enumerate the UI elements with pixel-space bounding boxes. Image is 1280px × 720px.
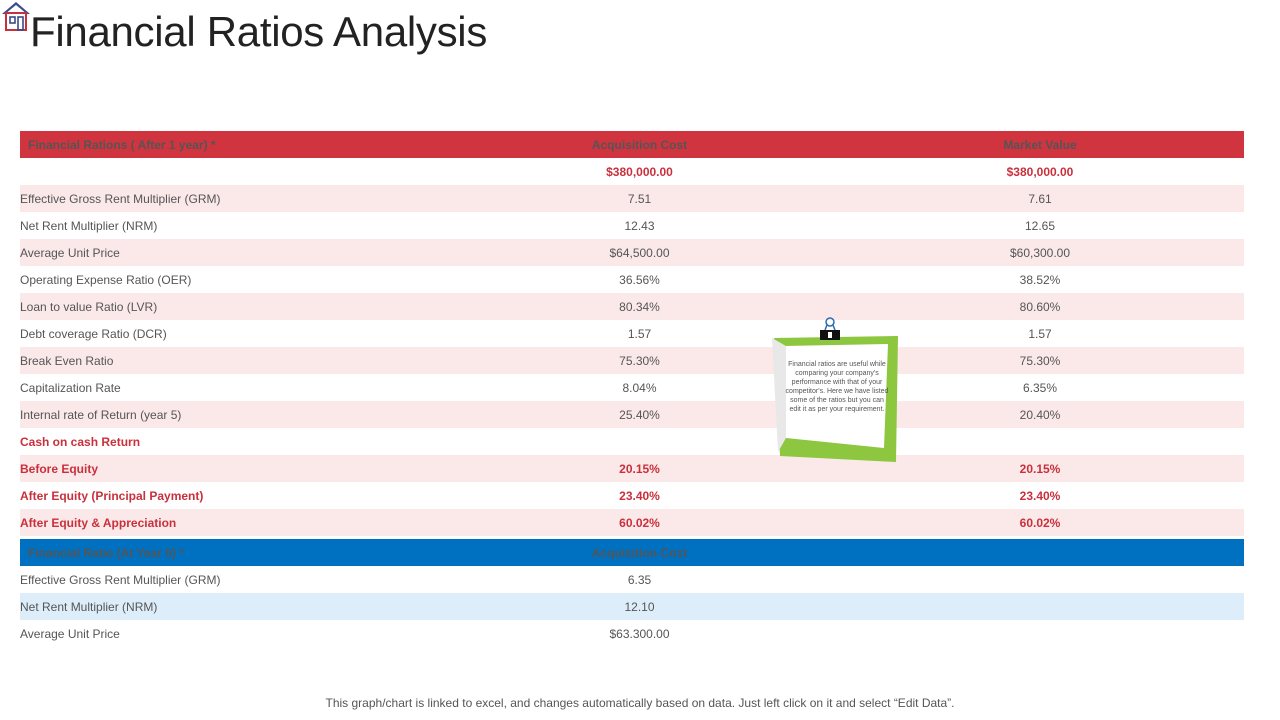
market-value-cell: 75.30% <box>836 347 1244 374</box>
sticky-note-graphic <box>772 317 898 462</box>
acquisition-cost-cell: 7.51 <box>443 185 836 212</box>
row-label: Debt coverage Ratio (DCR) <box>20 320 443 347</box>
acquisition-cost-cell: 75.30% <box>443 347 836 374</box>
header-market-value: Market Value <box>836 131 1244 158</box>
row-label: Effective Gross Rent Multiplier (GRM) <box>20 185 443 212</box>
row-label: Net Rent Multiplier (NRM) <box>20 593 443 620</box>
market-value-cell: 20.40% <box>836 401 1244 428</box>
table-row: Cash on cash Return <box>20 428 1244 455</box>
acquisition-cost-cell: 8.04% <box>443 374 836 401</box>
header-acquisition-cost: Acquisition Cost <box>443 131 836 158</box>
market-value-cell: 20.15% <box>836 455 1244 482</box>
market-value-cell: $380,000.00 <box>836 158 1244 185</box>
market-value-cell: 6.35% <box>836 374 1244 401</box>
acquisition-cost-cell: 20.15% <box>443 455 836 482</box>
house-logo-icon <box>2 2 30 31</box>
binder-clip-icon <box>820 317 840 340</box>
row-label: Average Unit Price <box>20 239 443 266</box>
header-ratio-name: Financial Rations ( After 1 year) * <box>20 131 443 158</box>
market-value-cell: 38.52% <box>836 266 1244 293</box>
row-label: Capitalization Rate <box>20 374 443 401</box>
market-value-cell: 60.02% <box>836 509 1244 536</box>
row-label: Cash on cash Return <box>20 428 443 455</box>
acquisition-cost-cell: 12.43 <box>443 212 836 239</box>
market-value-cell: 80.60% <box>836 293 1244 320</box>
row-label: Net Rent Multiplier (NRM) <box>20 212 443 239</box>
table-row: $380,000.00 $380,000.00 <box>20 158 1244 185</box>
acquisition-cost-cell: 1.57 <box>443 320 836 347</box>
acquisition-cost-cell: 6.35 <box>443 566 836 593</box>
market-value-cell: 1.57 <box>836 320 1244 347</box>
table-row: Average Unit Price $63.300.00 <box>20 620 1244 647</box>
table-row: Before Equity 20.15% 20.15% <box>20 455 1244 482</box>
table-row: Effective Gross Rent Multiplier (GRM) 6.3… <box>20 566 1244 593</box>
acquisition-cost-cell: $63.300.00 <box>443 620 836 647</box>
table-header-row: Financial Rations ( After 1 year) * Acqu… <box>20 131 1244 158</box>
market-value-cell: 12.65 <box>836 212 1244 239</box>
header-ratio-name: Financial Ratio (At Year 0) * <box>20 539 443 566</box>
market-value-cell <box>836 620 1244 647</box>
row-label: Effective Gross Rent Multiplier (GRM) <box>20 566 443 593</box>
row-label: Before Equity <box>20 455 443 482</box>
year-zero-table: Financial Ratio (At Year 0) * Acquisitio… <box>20 539 1244 647</box>
market-value-cell: 7.61 <box>836 185 1244 212</box>
table-row: Break Even Ratio 75.30% 75.30% <box>20 347 1244 374</box>
header-acquisition-cost: Acquisition Cost <box>443 539 836 566</box>
row-label <box>20 158 443 185</box>
acquisition-cost-cell <box>443 428 836 455</box>
market-value-cell <box>836 593 1244 620</box>
table-row: Effective Gross Rent Multiplier (GRM) 7.5… <box>20 185 1244 212</box>
row-label: Break Even Ratio <box>20 347 443 374</box>
row-label: Loan to value Ratio (LVR) <box>20 293 443 320</box>
acquisition-cost-cell: $380,000.00 <box>443 158 836 185</box>
table-row: Net Rent Multiplier (NRM) 12.43 12.65 <box>20 212 1244 239</box>
table-row: Internal rate of Return (year 5) 25.40% 20… <box>20 401 1244 428</box>
market-value-cell <box>836 566 1244 593</box>
row-label: Internal rate of Return (year 5) <box>20 401 443 428</box>
table-row: Capitalization Rate 8.04% 6.35% <box>20 374 1244 401</box>
acquisition-cost-cell: 23.40% <box>443 482 836 509</box>
acquisition-cost-cell: $64,500.00 <box>443 239 836 266</box>
after-one-year-table: Financial Rations ( After 1 year) * Acqu… <box>20 131 1244 536</box>
header-empty <box>836 539 1244 566</box>
market-value-cell: 23.40% <box>836 482 1244 509</box>
market-value-cell: $60,300.00 <box>836 239 1244 266</box>
table-row: Net Rent Multiplier (NRM) 12.10 <box>20 593 1244 620</box>
acquisition-cost-cell: 36.56% <box>443 266 836 293</box>
acquisition-cost-cell: 25.40% <box>443 401 836 428</box>
acquisition-cost-cell: 80.34% <box>443 293 836 320</box>
acquisition-cost-cell: 12.10 <box>443 593 836 620</box>
table-header-row: Financial Ratio (At Year 0) * Acquisitio… <box>20 539 1244 566</box>
row-label: Average Unit Price <box>20 620 443 647</box>
sticky-note-text: Financial ratios are useful while compar… <box>785 361 889 413</box>
market-value-cell <box>836 428 1244 455</box>
row-label: After Equity (Principal Payment) <box>20 482 443 509</box>
table-row: After Equity (Principal Payment) 23.40% 23… <box>20 482 1244 509</box>
acquisition-cost-cell: 60.02% <box>443 509 836 536</box>
table-row: After Equity & Appreciation 60.02% 60.02% <box>20 509 1244 536</box>
table-row: Operating Expense Ratio (OER) 36.56% 38.52… <box>20 266 1244 293</box>
table-row: Loan to value Ratio (LVR) 80.34% 80.60% <box>20 293 1244 320</box>
page-title: Financial Ratios Analysis <box>30 8 488 55</box>
table-row: Debt coverage Ratio (DCR) 1.57 1.57 <box>20 320 1244 347</box>
table-row: Average Unit Price $64,500.00 $60,300.00 <box>20 239 1244 266</box>
row-label: After Equity & Appreciation <box>20 509 443 536</box>
footer-note: This graph/chart is linked to excel, and… <box>325 696 955 710</box>
row-label: Operating Expense Ratio (OER) <box>20 266 443 293</box>
